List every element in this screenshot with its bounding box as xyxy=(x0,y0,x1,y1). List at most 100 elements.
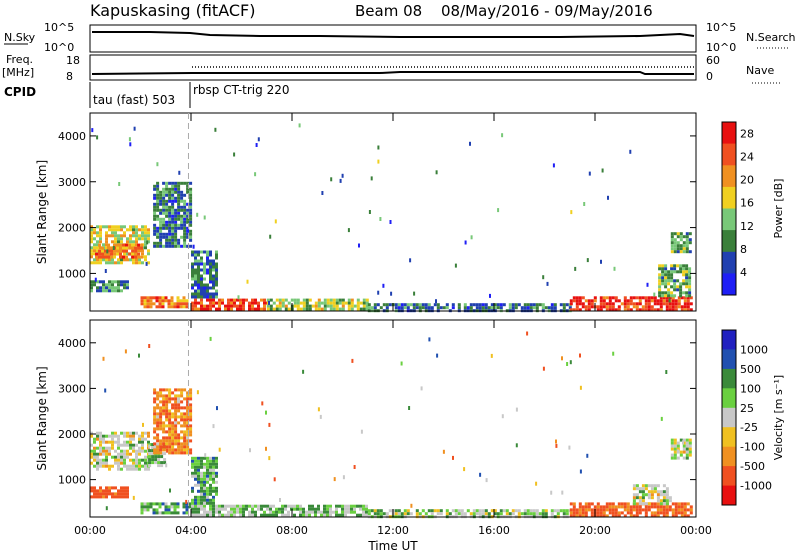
data-cell xyxy=(305,304,309,308)
data-cell xyxy=(287,504,290,508)
data-cell xyxy=(584,299,588,303)
data-cell xyxy=(173,302,177,306)
data-cell xyxy=(111,431,114,435)
data-cell xyxy=(144,243,147,247)
data-cell xyxy=(481,509,485,513)
data-cell xyxy=(189,433,193,437)
data-cell xyxy=(360,429,363,434)
data-cell xyxy=(224,507,227,511)
data-cell xyxy=(177,403,181,407)
data-cell xyxy=(436,353,439,358)
data-cell xyxy=(320,513,323,517)
data-cell xyxy=(688,232,692,236)
data-cell xyxy=(608,305,612,309)
data-cell xyxy=(165,394,169,398)
data-cell xyxy=(218,510,221,514)
data-cell xyxy=(662,490,666,494)
data-cell xyxy=(362,304,366,308)
data-cell xyxy=(153,400,157,404)
data-cell xyxy=(496,303,500,307)
data-cell xyxy=(126,495,129,499)
data-cell xyxy=(162,412,166,416)
data-cell xyxy=(167,305,171,309)
data-cell xyxy=(658,276,662,280)
data-cell xyxy=(153,415,157,419)
data-cell xyxy=(421,303,425,307)
data-cell xyxy=(679,250,683,254)
data-cell xyxy=(105,446,108,450)
data-cell xyxy=(499,306,503,310)
data-cell xyxy=(505,512,509,516)
data-cell xyxy=(156,193,160,197)
data-cell xyxy=(141,464,144,468)
data-cell xyxy=(526,306,530,310)
data-cell xyxy=(191,465,194,469)
data-cell xyxy=(120,237,123,241)
data-cell xyxy=(157,458,161,462)
data-cell xyxy=(141,437,144,441)
data-cell xyxy=(664,267,668,271)
data-cell xyxy=(565,509,569,513)
data-cell xyxy=(108,492,111,496)
data-cell xyxy=(126,449,129,453)
data-cell xyxy=(156,214,160,218)
data-cell xyxy=(108,283,111,287)
data-cell xyxy=(161,502,165,506)
data-cell xyxy=(191,271,194,275)
data-cell xyxy=(159,232,163,236)
data-cell xyxy=(159,217,163,221)
data-cell xyxy=(641,484,645,488)
data-cell xyxy=(311,504,314,508)
data-cell xyxy=(679,264,683,268)
data-cell xyxy=(664,291,668,295)
data-cell xyxy=(677,299,681,303)
data-cell xyxy=(186,229,190,233)
data-cell xyxy=(212,480,215,484)
data-cell xyxy=(174,415,178,419)
data-cell xyxy=(679,288,683,292)
data-cell xyxy=(653,505,657,509)
data-cell xyxy=(108,489,111,493)
data-cell xyxy=(189,412,193,416)
colorbar-tick-label: 24 xyxy=(740,151,754,164)
cpid-label: CPID xyxy=(4,85,36,99)
data-cell xyxy=(435,170,438,175)
data-cell xyxy=(186,451,190,455)
data-cell xyxy=(206,471,209,475)
data-cell xyxy=(379,217,382,221)
data-cell xyxy=(239,510,242,514)
data-cell xyxy=(575,296,579,300)
data-cell xyxy=(602,296,606,300)
data-cell xyxy=(362,513,365,517)
data-cell xyxy=(661,282,665,286)
data-cell xyxy=(105,492,108,496)
data-cell xyxy=(90,449,93,453)
data-cell xyxy=(209,259,212,263)
data-cell xyxy=(194,501,197,505)
data-cell xyxy=(335,298,339,302)
data-cell xyxy=(596,514,600,518)
data-cell xyxy=(200,274,203,278)
data-cell xyxy=(272,301,276,305)
data-cell xyxy=(287,513,290,517)
x-tick-label: 20:00 xyxy=(579,524,611,537)
data-cell xyxy=(662,296,666,300)
data-cell xyxy=(159,238,163,242)
data-cell xyxy=(174,211,178,215)
data-cell xyxy=(632,305,636,309)
data-cell xyxy=(160,461,164,465)
data-cell xyxy=(135,431,138,435)
colorbar-swatch xyxy=(722,273,736,296)
data-cell xyxy=(581,505,585,509)
data-cell xyxy=(260,307,263,311)
data-cell xyxy=(171,424,175,428)
data-cell xyxy=(538,303,542,307)
data-cell xyxy=(153,205,157,209)
data-cell xyxy=(212,459,215,463)
data-cell xyxy=(147,237,150,241)
data-cell xyxy=(186,184,190,188)
data-cell xyxy=(268,456,271,461)
data-cell xyxy=(350,307,354,311)
data-cell xyxy=(128,243,132,247)
data-cell xyxy=(670,264,674,268)
